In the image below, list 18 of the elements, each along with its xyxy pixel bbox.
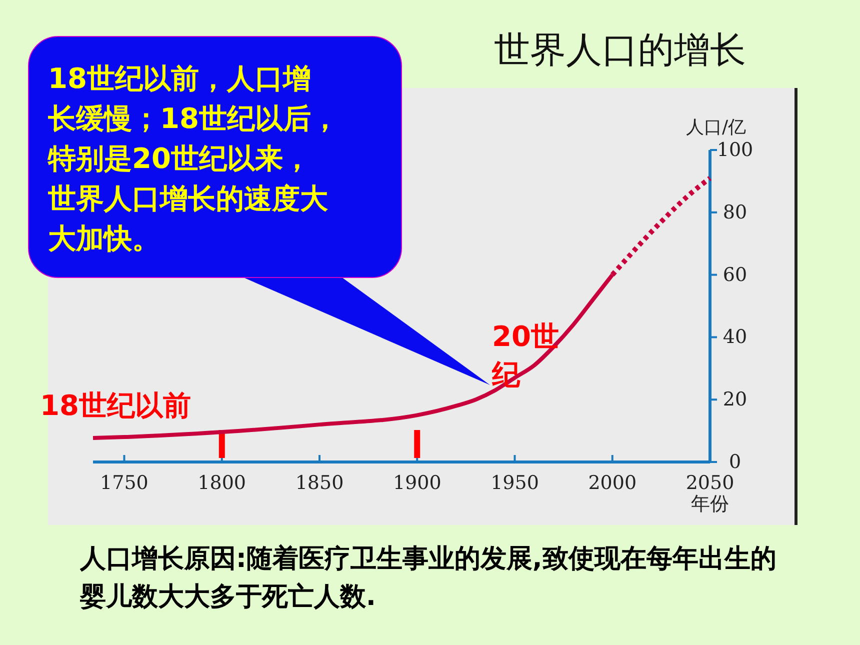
y-tick-label: 0 [728, 451, 742, 473]
annotation: 18世纪以前 [40, 389, 191, 422]
x-tick-label: 2000 [588, 472, 637, 494]
y-tick-label: 40 [722, 326, 748, 348]
annotation: 18世纪以前，人口增长缓慢；18世纪以后，特别是20世纪以来，世界人口增长的速度大大加快。 [47, 62, 339, 255]
x-tick-label: 1800 [198, 472, 246, 494]
chart-title: 世界人口的增长 [494, 30, 746, 71]
y-axis-title: 人口/亿 [686, 117, 746, 138]
x-tick-label: 1750 [100, 472, 148, 494]
x-tick-label: 1950 [490, 472, 539, 494]
y-tick-label: 100 [716, 139, 754, 161]
y-tick-label: 60 [722, 264, 748, 286]
x-tick-label: 1850 [295, 472, 344, 494]
x-axis-title: 年份 [691, 493, 729, 515]
x-tick-label: 1900 [392, 472, 442, 494]
y-tick-label: 20 [722, 388, 748, 411]
y-tick-label: 80 [722, 201, 748, 224]
x-tick-label: 2050 [686, 472, 734, 494]
